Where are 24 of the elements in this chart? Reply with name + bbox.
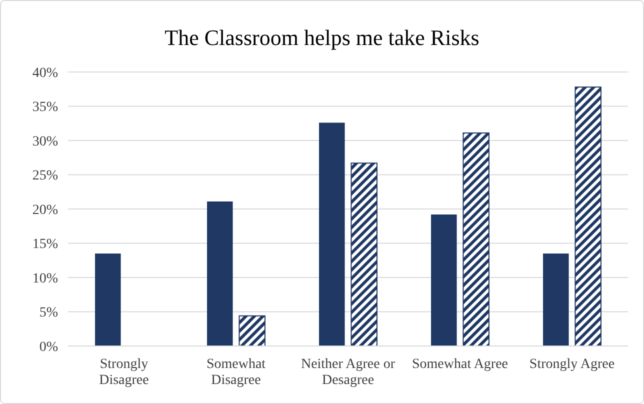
bar xyxy=(319,122,345,346)
y-tick-label: 35% xyxy=(32,100,58,116)
x-tick-label: Strongly Disagree xyxy=(99,357,149,388)
x-tick-label: Neither Agree or Desagree xyxy=(300,357,396,388)
x-tick-label: Strongly Agree xyxy=(529,357,615,372)
bar xyxy=(238,315,266,346)
bar xyxy=(431,214,457,346)
y-tick-label: 20% xyxy=(32,202,58,218)
x-tick-label: Somewhat Agree xyxy=(412,357,508,372)
bar xyxy=(574,86,602,346)
y-tick-label: 0% xyxy=(39,340,58,355)
y-tick-label: 10% xyxy=(32,271,58,286)
bar xyxy=(207,201,233,346)
bar xyxy=(95,254,121,346)
y-tick-label: 25% xyxy=(32,168,58,184)
chart-title: The Classroom helps me take Risks xyxy=(164,25,480,50)
bar xyxy=(462,132,490,346)
bar xyxy=(543,254,569,346)
x-tick-label: Somewhat Disagree xyxy=(206,357,266,388)
y-tick-label: 15% xyxy=(32,237,58,252)
y-tick-label: 5% xyxy=(39,306,58,321)
y-tick-label: 40% xyxy=(32,66,58,81)
bar xyxy=(350,162,378,346)
y-tick-label: 30% xyxy=(32,134,58,150)
